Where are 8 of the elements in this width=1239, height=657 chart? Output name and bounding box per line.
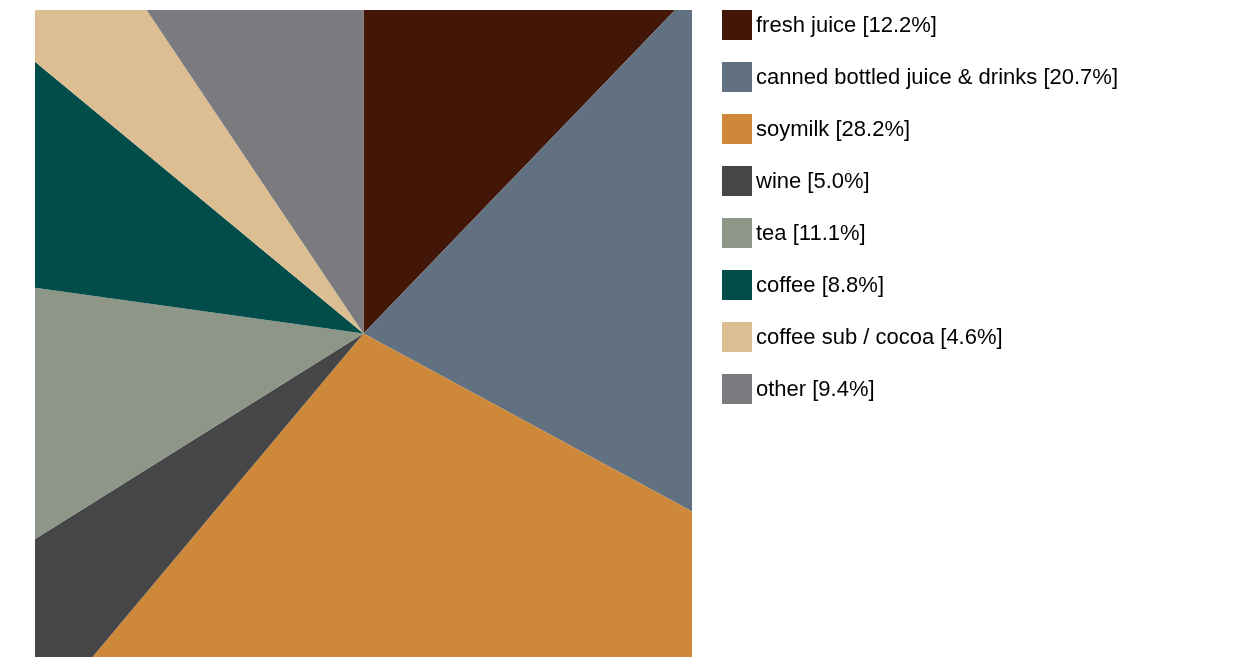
legend-label: other [9.4%] [756, 376, 875, 401]
legend-label: fresh juice [12.2%] [756, 12, 937, 37]
legend-label: tea [11.1%] [756, 220, 866, 245]
legend-label: wine [5.0%] [755, 168, 870, 193]
legend-label: soymilk [28.2%] [756, 116, 911, 141]
legend-label: canned bottled juice & drinks [20.7%] [756, 64, 1119, 89]
legend-label: coffee [8.8%] [756, 272, 885, 297]
legend-label: coffee sub / cocoa [4.6%] [756, 324, 1003, 349]
